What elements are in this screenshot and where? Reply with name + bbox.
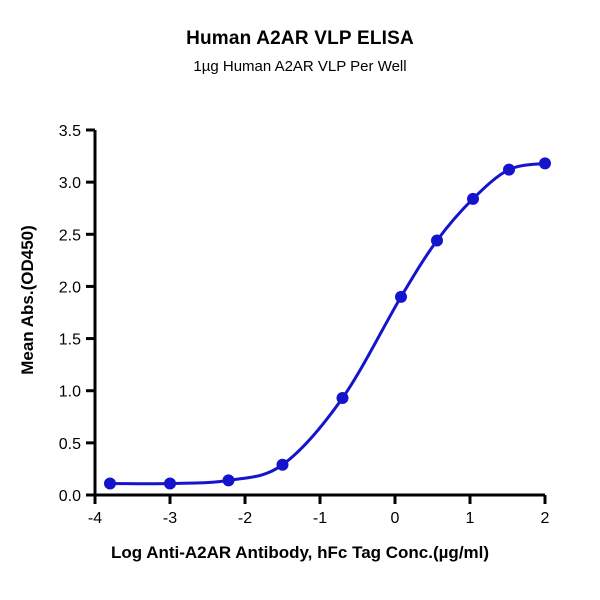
data-point	[539, 157, 551, 170]
x-tick-label: -4	[88, 510, 102, 527]
x-tick-label: 0	[391, 510, 400, 527]
x-tick-label: -3	[163, 510, 177, 527]
data-point	[395, 290, 407, 303]
axes	[93, 130, 545, 497]
y-tick-label: 2.0	[59, 279, 81, 296]
data-point	[431, 234, 443, 247]
y-tick-label: 3.0	[59, 175, 81, 192]
y-tick-label: 1.5	[59, 332, 81, 349]
fit-curve	[109, 161, 546, 486]
data-point	[222, 474, 235, 487]
y-tick-label: 0.5	[59, 436, 81, 453]
data-point	[467, 192, 479, 205]
x-tick-group: -4 -3 -2 -1 0 1 2	[88, 495, 550, 527]
x-tick-label: -2	[238, 510, 252, 527]
y-tick-label: 3.5	[59, 123, 81, 140]
data-point	[164, 477, 176, 490]
data-points	[104, 157, 551, 490]
y-tick-label: 0.0	[59, 488, 81, 505]
x-tick-label: 2	[541, 510, 550, 527]
data-point	[336, 392, 349, 405]
x-tick-label: -1	[313, 510, 327, 527]
x-axis-label: Log Anti-A2AR Antibody, hFc Tag Conc.(µg…	[110, 543, 490, 562]
y-tick-group: 0.0 0.5 1.0 1.5 2.0 2.5 3.0 3.5	[59, 123, 95, 505]
x-tick-label: 1	[466, 510, 475, 527]
data-point	[104, 477, 116, 490]
chart-title: Human A2AR VLP ELISA	[186, 28, 414, 49]
y-tick-label: 1.0	[59, 384, 81, 401]
data-point	[276, 458, 289, 471]
chart-subtitle: 1µg Human A2AR VLP Per Well	[193, 58, 407, 75]
data-point	[503, 163, 515, 176]
y-tick-label: 2.5	[59, 227, 81, 244]
